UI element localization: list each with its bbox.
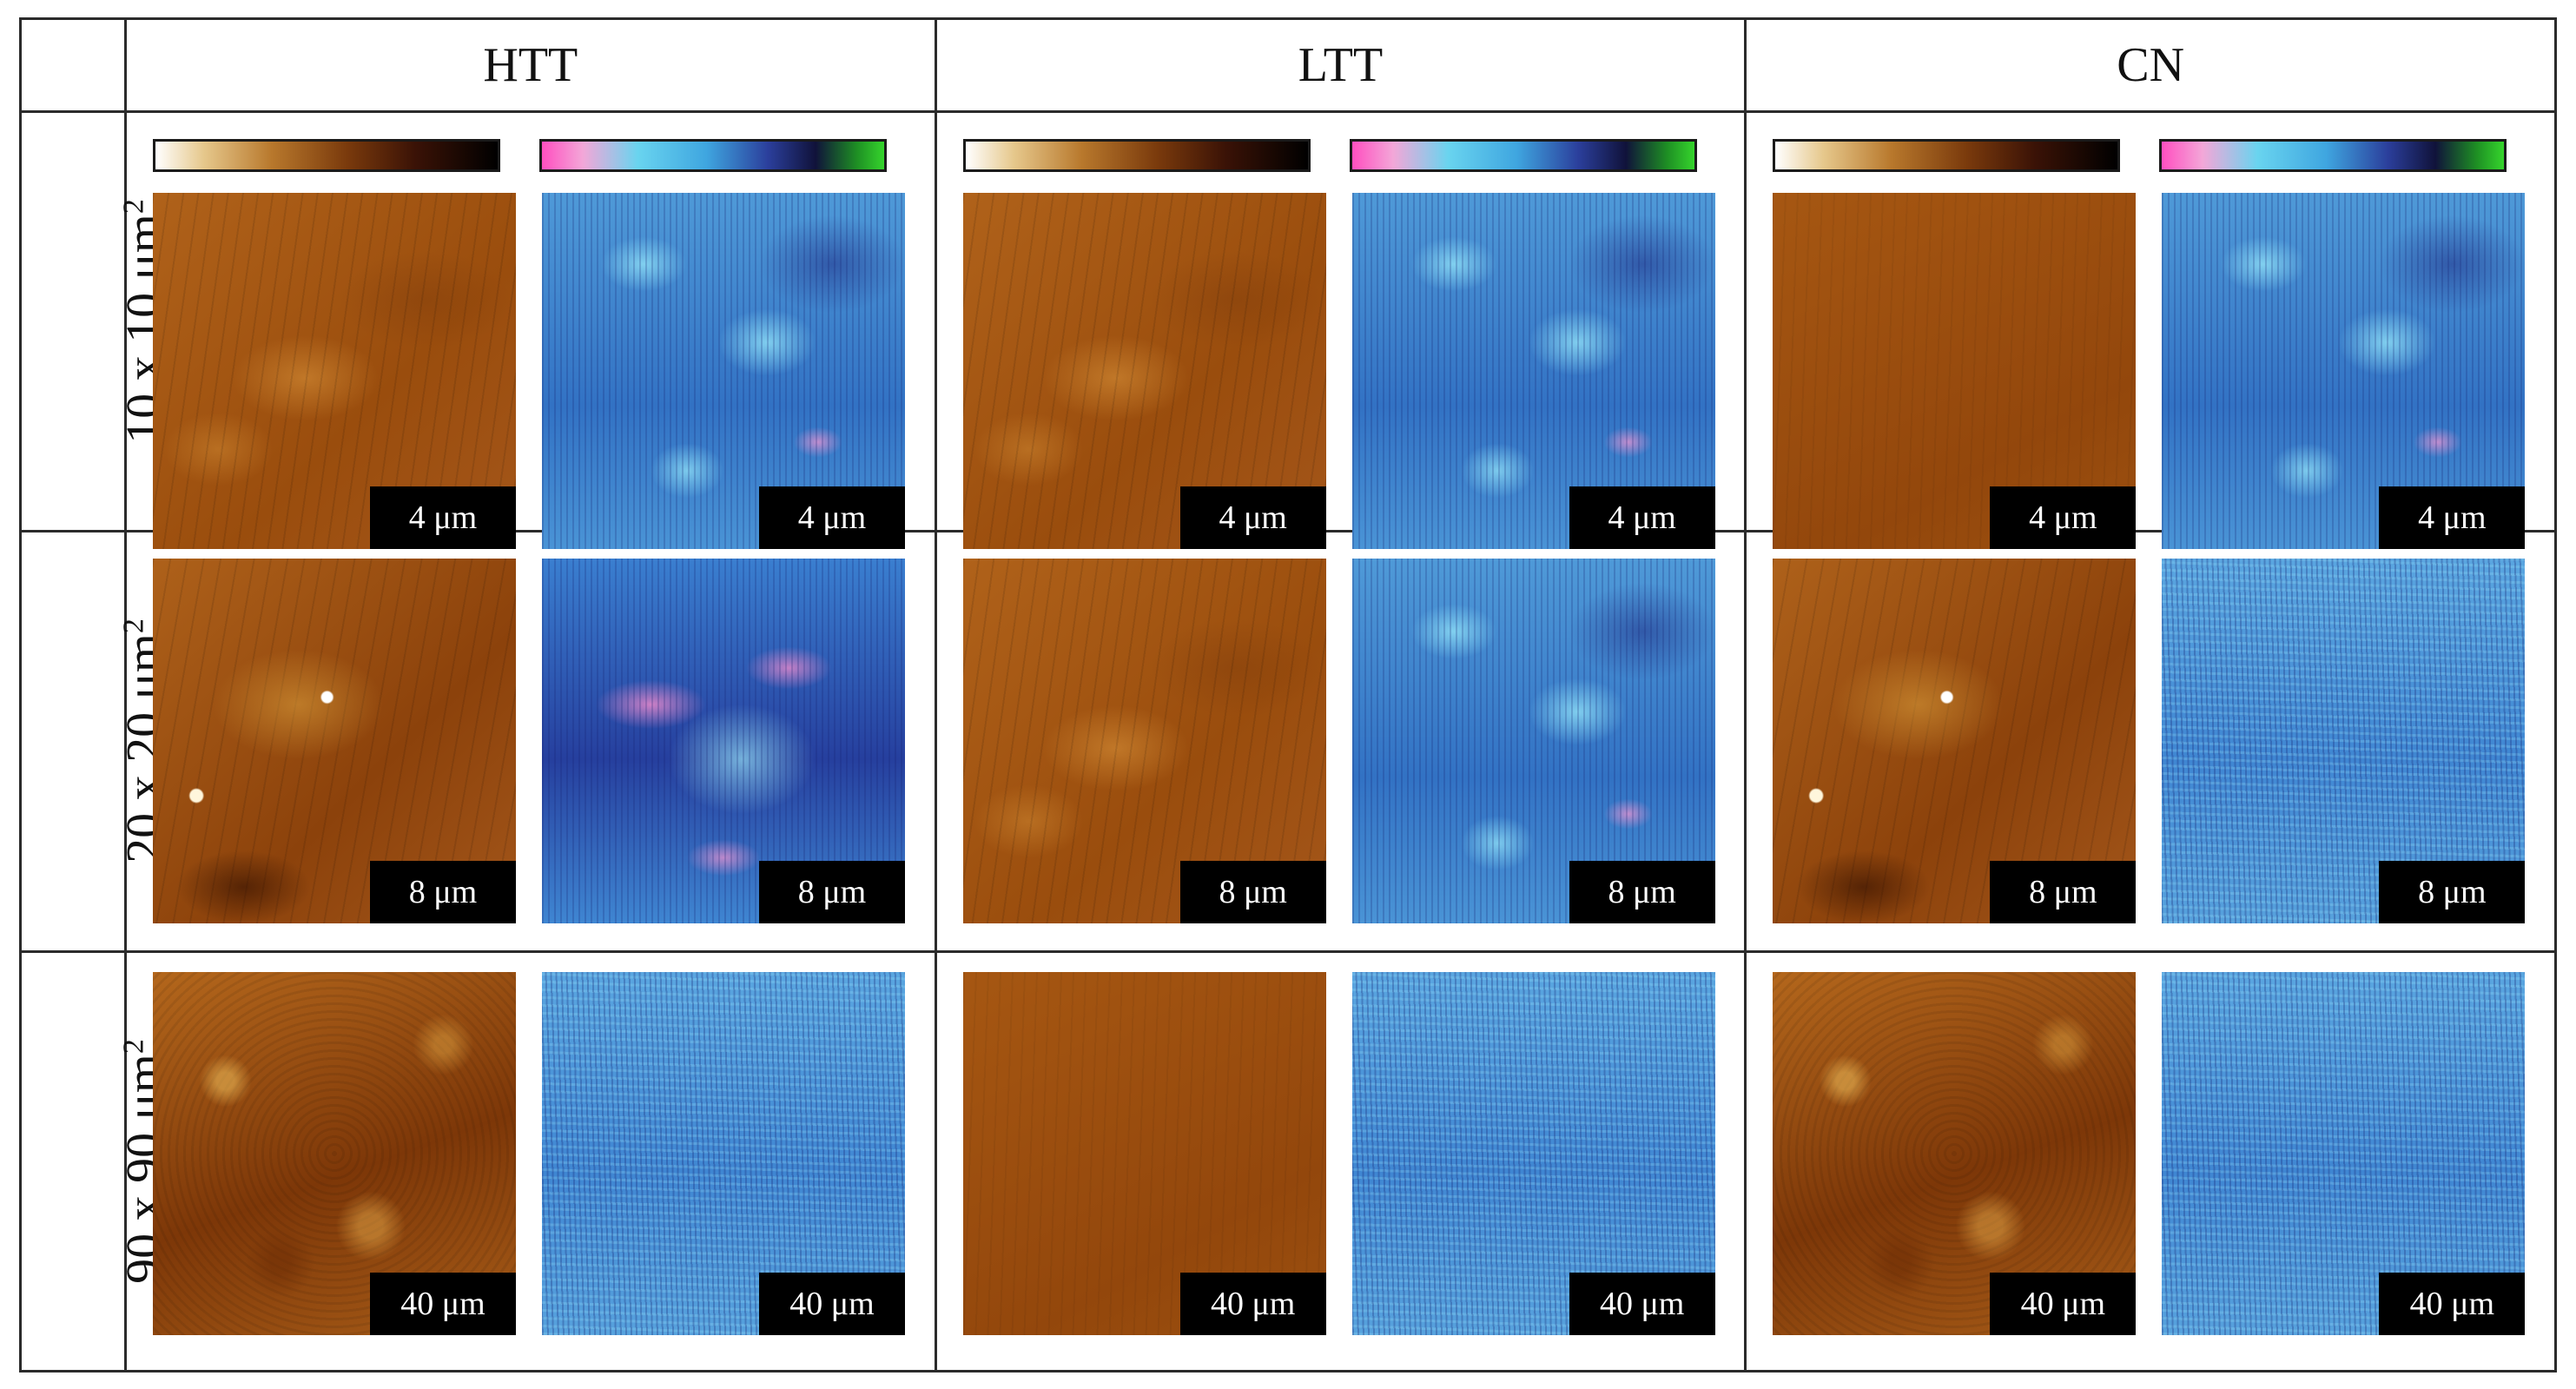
phase-image: 4 μm [2162, 193, 2526, 549]
phase-image: 8 μm [2162, 559, 2526, 924]
scale-bar-label: 8 μm [759, 861, 905, 924]
scale-bar-label: 8 μm [1179, 861, 1326, 924]
height-image: 4 μm [1773, 193, 2137, 549]
phase-colorbar [2159, 139, 2507, 172]
phase-image: 40 μm [542, 971, 905, 1335]
column-header-cn: CN [1744, 17, 2557, 113]
scale-bar-label: 40 μm [1990, 1272, 2137, 1335]
height-colorbar [962, 139, 1311, 172]
phase-image: 8 μm [542, 559, 905, 924]
cell-ltt-20x20: 8 μm 8 μm [934, 530, 1747, 953]
row-label-cell: 20 x 20 μm2 [19, 530, 172, 953]
height-image: 8 μm [1773, 559, 2137, 924]
height-colorbar [153, 139, 500, 172]
scale-bar-label: 40 μm [370, 1272, 516, 1335]
phase-image: 8 μm [1351, 559, 1715, 924]
height-image: 40 μm [962, 971, 1326, 1335]
scale-bar-label: 8 μm [2379, 861, 2526, 924]
phase-image: 40 μm [1351, 971, 1715, 1335]
phase-colorbar [539, 139, 887, 172]
cell-cn-90x90: 40 μm 40 μm [1744, 949, 2557, 1373]
scale-bar-label: 40 μm [2379, 1272, 2526, 1335]
height-image: 4 μm [962, 193, 1326, 549]
header-row: HTT LTT CN [19, 17, 2557, 113]
height-image: 40 μm [153, 971, 516, 1335]
cell-ltt-10x10: 4 μm 4 μm [934, 109, 1747, 549]
scale-bar-label: 8 μm [1569, 861, 1715, 924]
scale-bar-label: 40 μm [1569, 1272, 1715, 1335]
height-image: 4 μm [153, 193, 516, 549]
column-header-htt: HTT [124, 17, 937, 113]
cell-ltt-90x90: 40 μm 40 μm [934, 949, 1747, 1373]
column-header-ltt: LTT [934, 17, 1747, 113]
height-image: 8 μm [153, 559, 516, 924]
corner-cell [19, 17, 127, 113]
scale-bar-label: 8 μm [1990, 861, 2137, 924]
row-10x10: 10 x 10 μm2 4 μm 4 μm [19, 109, 2557, 549]
phase-image: 4 μm [1351, 193, 1715, 549]
phase-colorbar [1349, 139, 1697, 172]
cell-htt-20x20: 8 μm 8 μm [124, 530, 937, 953]
scale-bar-label: 40 μm [759, 1272, 905, 1335]
cell-htt-10x10: 4 μm 4 μm [124, 109, 937, 549]
scale-bar-label: 8 μm [370, 861, 516, 924]
afm-image-table: HTT LTT CN 10 x 10 μm2 4 μm 4 μm [19, 17, 2557, 1373]
row-label-cell: 10 x 10 μm2 [19, 109, 172, 533]
cell-cn-10x10: 4 μm 4 μm [1744, 109, 2557, 549]
cell-htt-90x90: 40 μm 40 μm [124, 949, 937, 1373]
height-image: 8 μm [962, 559, 1326, 924]
height-image: 40 μm [1773, 971, 2137, 1335]
afm-figure: HTT LTT CN 10 x 10 μm2 4 μm 4 μm [19, 17, 2557, 1373]
phase-image: 40 μm [2162, 971, 2526, 1335]
phase-image: 4 μm [542, 193, 905, 549]
scale-bar-label: 40 μm [1179, 1272, 1326, 1335]
row-90x90: 90 x 90 μm2 40 μm 40 μm 40 μm [19, 949, 2557, 1373]
row-20x20: 20 x 20 μm2 8 μm 8 μm 8 μm [19, 530, 2557, 953]
cell-cn-20x20: 8 μm 8 μm [1744, 530, 2557, 953]
height-colorbar [1773, 139, 2121, 172]
row-label-cell: 90 x 90 μm2 [19, 949, 172, 1373]
